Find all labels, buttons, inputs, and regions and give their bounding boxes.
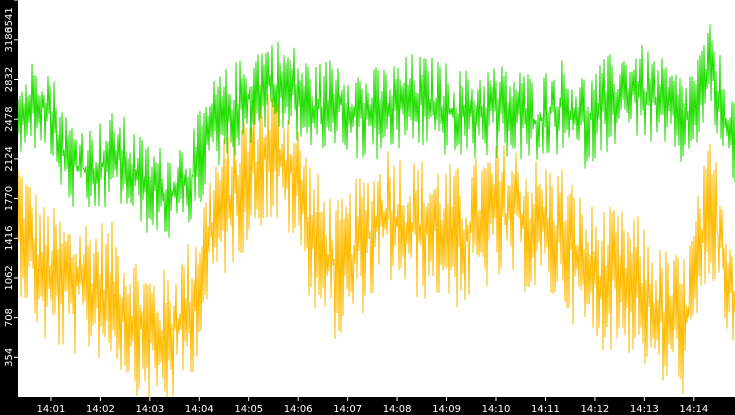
x-tick-label: 14:03 [135, 404, 164, 415]
x-tick-label: 14:12 [580, 404, 609, 415]
y-tick-label: 2832 [4, 67, 15, 92]
x-tick-label: 14:13 [630, 404, 659, 415]
series-layer [17, 24, 735, 398]
y-tick-label: 1416 [4, 226, 15, 251]
series-line-orange [17, 93, 735, 398]
x-tick-label: 14:06 [284, 404, 313, 415]
x-tick-label: 14:10 [482, 404, 511, 415]
y-tick-label: 3541 [4, 7, 15, 32]
y-tick-label: 3186 [4, 27, 15, 52]
y-axis-band [0, 0, 18, 415]
x-tick-label: 14:11 [531, 404, 560, 415]
x-tick-label: 14:05 [234, 404, 263, 415]
y-tick-label: 708 [4, 308, 15, 327]
x-tick-label: 14:14 [679, 404, 708, 415]
x-tick-label: 14:01 [37, 404, 66, 415]
x-tick-label: 14:09 [432, 404, 461, 415]
y-tick-label: 2124 [4, 146, 15, 171]
x-tick-label: 14:04 [185, 404, 214, 415]
y-tick-label: 2478 [4, 106, 15, 131]
x-axis: 14:01 14:02 14:03 14:04 14:05 14:06 14:07 14:08… [37, 397, 708, 415]
y-tick-label: 354 [4, 348, 15, 367]
x-tick-label: 14:07 [333, 404, 362, 415]
series-line-green [17, 24, 735, 238]
y-tick-label: 1062 [4, 265, 15, 290]
x-tick-label: 14:02 [86, 404, 115, 415]
y-tick-label: 1770 [4, 186, 15, 211]
x-axis-band [0, 397, 735, 415]
x-tick-label: 14:08 [383, 404, 412, 415]
